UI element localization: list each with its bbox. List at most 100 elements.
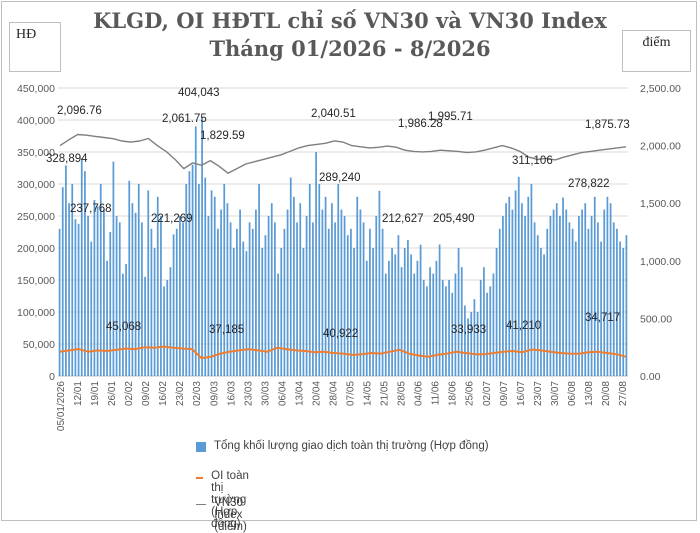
volume-bar — [422, 280, 425, 376]
volume-bar — [239, 209, 241, 376]
legend-swatch-oi — [196, 477, 204, 479]
volume-bar — [99, 184, 102, 376]
volume-bar — [283, 228, 286, 376]
volume-bar — [514, 190, 517, 376]
volume-bar — [479, 280, 482, 376]
volume-bar — [438, 244, 441, 376]
volume-bar — [131, 203, 134, 376]
volume-bar — [416, 260, 419, 376]
legend-swatch-index — [196, 504, 207, 505]
volume-bar — [571, 228, 574, 376]
volume-bar — [362, 222, 365, 376]
volume-bar — [293, 196, 295, 376]
volume-bar — [232, 248, 235, 376]
x-tick-label: 30/03 — [260, 381, 271, 406]
x-tick-label: 18/06 — [448, 381, 459, 406]
volume-bar — [521, 203, 523, 376]
volume-bar — [441, 280, 444, 376]
volume-bar — [489, 286, 492, 376]
volume-bar — [318, 184, 321, 376]
index-line — [59, 133, 627, 174]
x-tick-label: 13/08 — [584, 381, 595, 406]
volume-bar — [400, 267, 403, 376]
volume-bar — [137, 184, 140, 376]
y-tick-label: 200,000 — [17, 243, 55, 255]
volume-bar — [375, 216, 378, 376]
volume-bar — [460, 267, 463, 376]
volume-bar — [536, 235, 539, 376]
volume-bar — [483, 267, 485, 376]
volume-bar — [597, 222, 599, 376]
volume-bar — [546, 228, 549, 376]
volume-bar — [457, 248, 460, 376]
volume-bar — [270, 203, 273, 376]
oi-line — [59, 345, 627, 360]
volume-bar — [305, 216, 308, 376]
volume-bar — [261, 248, 264, 376]
volume-bar — [122, 273, 124, 376]
data-label-index: 1,986.28 — [398, 118, 443, 130]
volume-bar — [403, 248, 406, 376]
volume-bar — [128, 180, 131, 376]
volume-bar — [210, 190, 213, 376]
right-axis-unit: điểm — [622, 30, 691, 72]
y-tick-label: 150,000 — [17, 275, 55, 287]
volume-bar — [280, 248, 283, 376]
x-tick-label: 28/04 — [328, 381, 339, 406]
x-tick-label: 16/07 — [516, 381, 527, 406]
data-label-volume: 237,768 — [70, 203, 112, 215]
y2-tick-label: 2,000.00 — [640, 141, 681, 153]
volume-bar — [470, 312, 473, 376]
volume-bar — [226, 203, 229, 376]
volume-bar — [109, 232, 112, 376]
volume-bar — [495, 248, 498, 376]
volume-bar — [204, 177, 207, 376]
data-label-oi: 34,717 — [585, 312, 620, 324]
volume-bar — [308, 184, 311, 376]
volume-bar — [429, 267, 431, 376]
data-label-index: 2,040.51 — [311, 108, 356, 120]
x-tick-label: 11/06 — [431, 381, 442, 406]
volume-bar — [93, 200, 96, 376]
volume-bar — [369, 228, 371, 376]
volume-bar — [435, 260, 438, 376]
legend-swatch-volume — [196, 442, 206, 452]
volume-bar — [61, 187, 64, 376]
volume-bar — [96, 206, 99, 376]
data-label-volume: 289,240 — [319, 172, 361, 184]
volume-bar — [71, 184, 74, 376]
x-tick-label: 16/03 — [226, 381, 237, 406]
volume-bar — [451, 292, 454, 376]
volume-bar — [568, 222, 571, 376]
data-label-index: 2,096.76 — [57, 105, 102, 117]
volume-bar — [277, 273, 279, 376]
chart-title: KLGD, OI HĐTL chỉ số VN30 và VN30 Index — [93, 8, 607, 33]
data-label-volume: 404,043 — [178, 87, 220, 99]
volume-bar — [413, 273, 416, 376]
volume-bar — [498, 228, 501, 376]
legend-item-volume: Tổng khối lượng giao dịch toàn thị trườn… — [196, 440, 516, 453]
volume-bar — [141, 222, 143, 376]
volume-bar — [426, 286, 428, 376]
data-label-index: 2,061.75 — [162, 113, 207, 125]
chart-subtitle: Tháng 01/2026 - 8/2026 — [209, 36, 491, 61]
volume-bar — [236, 228, 238, 376]
chart-frame — [1, 1, 697, 521]
volume-bar — [242, 241, 245, 376]
left-axis-unit: HĐ — [9, 22, 61, 72]
volume-bar — [356, 196, 359, 376]
volume-bar — [68, 203, 70, 376]
x-tick-label: 09/02 — [141, 381, 152, 406]
volume-bar — [587, 228, 590, 376]
y-tick-label: 50,000 — [23, 339, 55, 351]
volume-bar — [517, 176, 520, 376]
volume-bar — [381, 228, 384, 376]
x-tick-label: 04/06 — [414, 381, 425, 406]
volume-bar — [87, 216, 89, 376]
volume-bar — [549, 216, 552, 376]
volume-bar — [118, 222, 121, 376]
y2-tick-label: 500.00 — [640, 313, 672, 325]
data-label-oi: 33,933 — [451, 324, 486, 336]
x-tick-label: 28/05 — [397, 381, 408, 406]
volume-bar — [619, 241, 621, 376]
